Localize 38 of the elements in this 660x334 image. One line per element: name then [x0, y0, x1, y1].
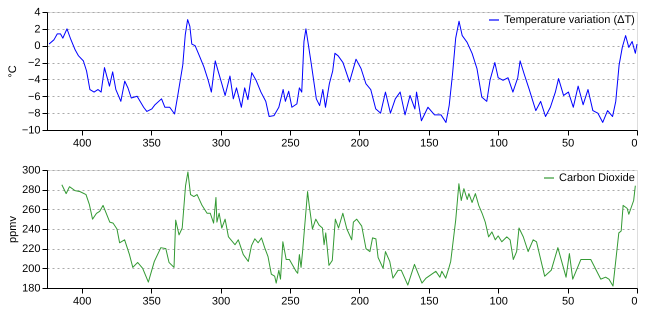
y-tick-label: 240 [22, 224, 40, 236]
y-tick-label: 4 [34, 6, 40, 18]
x-tick-label: 50 [562, 138, 574, 150]
y-tick-label: −4 [28, 74, 40, 86]
x-tick-label: 0 [631, 296, 638, 308]
y-tick-label: 200 [22, 262, 40, 275]
y-tick-label: 220 [22, 243, 40, 256]
line-series [61, 171, 636, 287]
x-tick-label: 350 [142, 296, 161, 308]
x-tick-label: 0 [631, 138, 638, 150]
legend-label: Carbon Dioxide [559, 172, 635, 184]
x-tick-label: 100 [489, 296, 508, 308]
x-tick-label: 300 [212, 138, 230, 150]
x-tick-label: 50 [562, 296, 574, 308]
x-tick-label: 400 [73, 138, 92, 150]
y-tick-label: −8 [28, 108, 40, 120]
y-tick-label: 260 [22, 204, 40, 216]
y-tick-label: 180 [22, 282, 40, 294]
x-tick-label: 300 [212, 296, 230, 308]
x-tick-label: 350 [142, 138, 161, 150]
x-tick-label: 150 [420, 296, 438, 308]
x-tick-label: 250 [281, 296, 300, 308]
y-tick-label: 0 [34, 40, 40, 52]
x-tick-label: 250 [281, 138, 300, 150]
x-tick-label: 150 [420, 138, 438, 150]
y-tick-label: 280 [22, 184, 40, 196]
x-tick-label: 400 [73, 296, 92, 308]
x-tick-label: 200 [350, 296, 370, 308]
y-tick-label: 2 [34, 23, 40, 36]
x-tick-label: 100 [489, 138, 508, 150]
x-tick-label: 200 [350, 138, 370, 150]
y-axis-title: °C [6, 65, 19, 78]
y-tick-label: 300 [22, 164, 40, 176]
y-tick-label: −10 [22, 124, 40, 136]
y-tick-label: −6 [28, 90, 40, 103]
y-tick-label: −2 [28, 57, 40, 70]
legend-label: Temperature variation (ΔT) [504, 14, 635, 26]
y-axis-title: ppmv [7, 216, 20, 243]
